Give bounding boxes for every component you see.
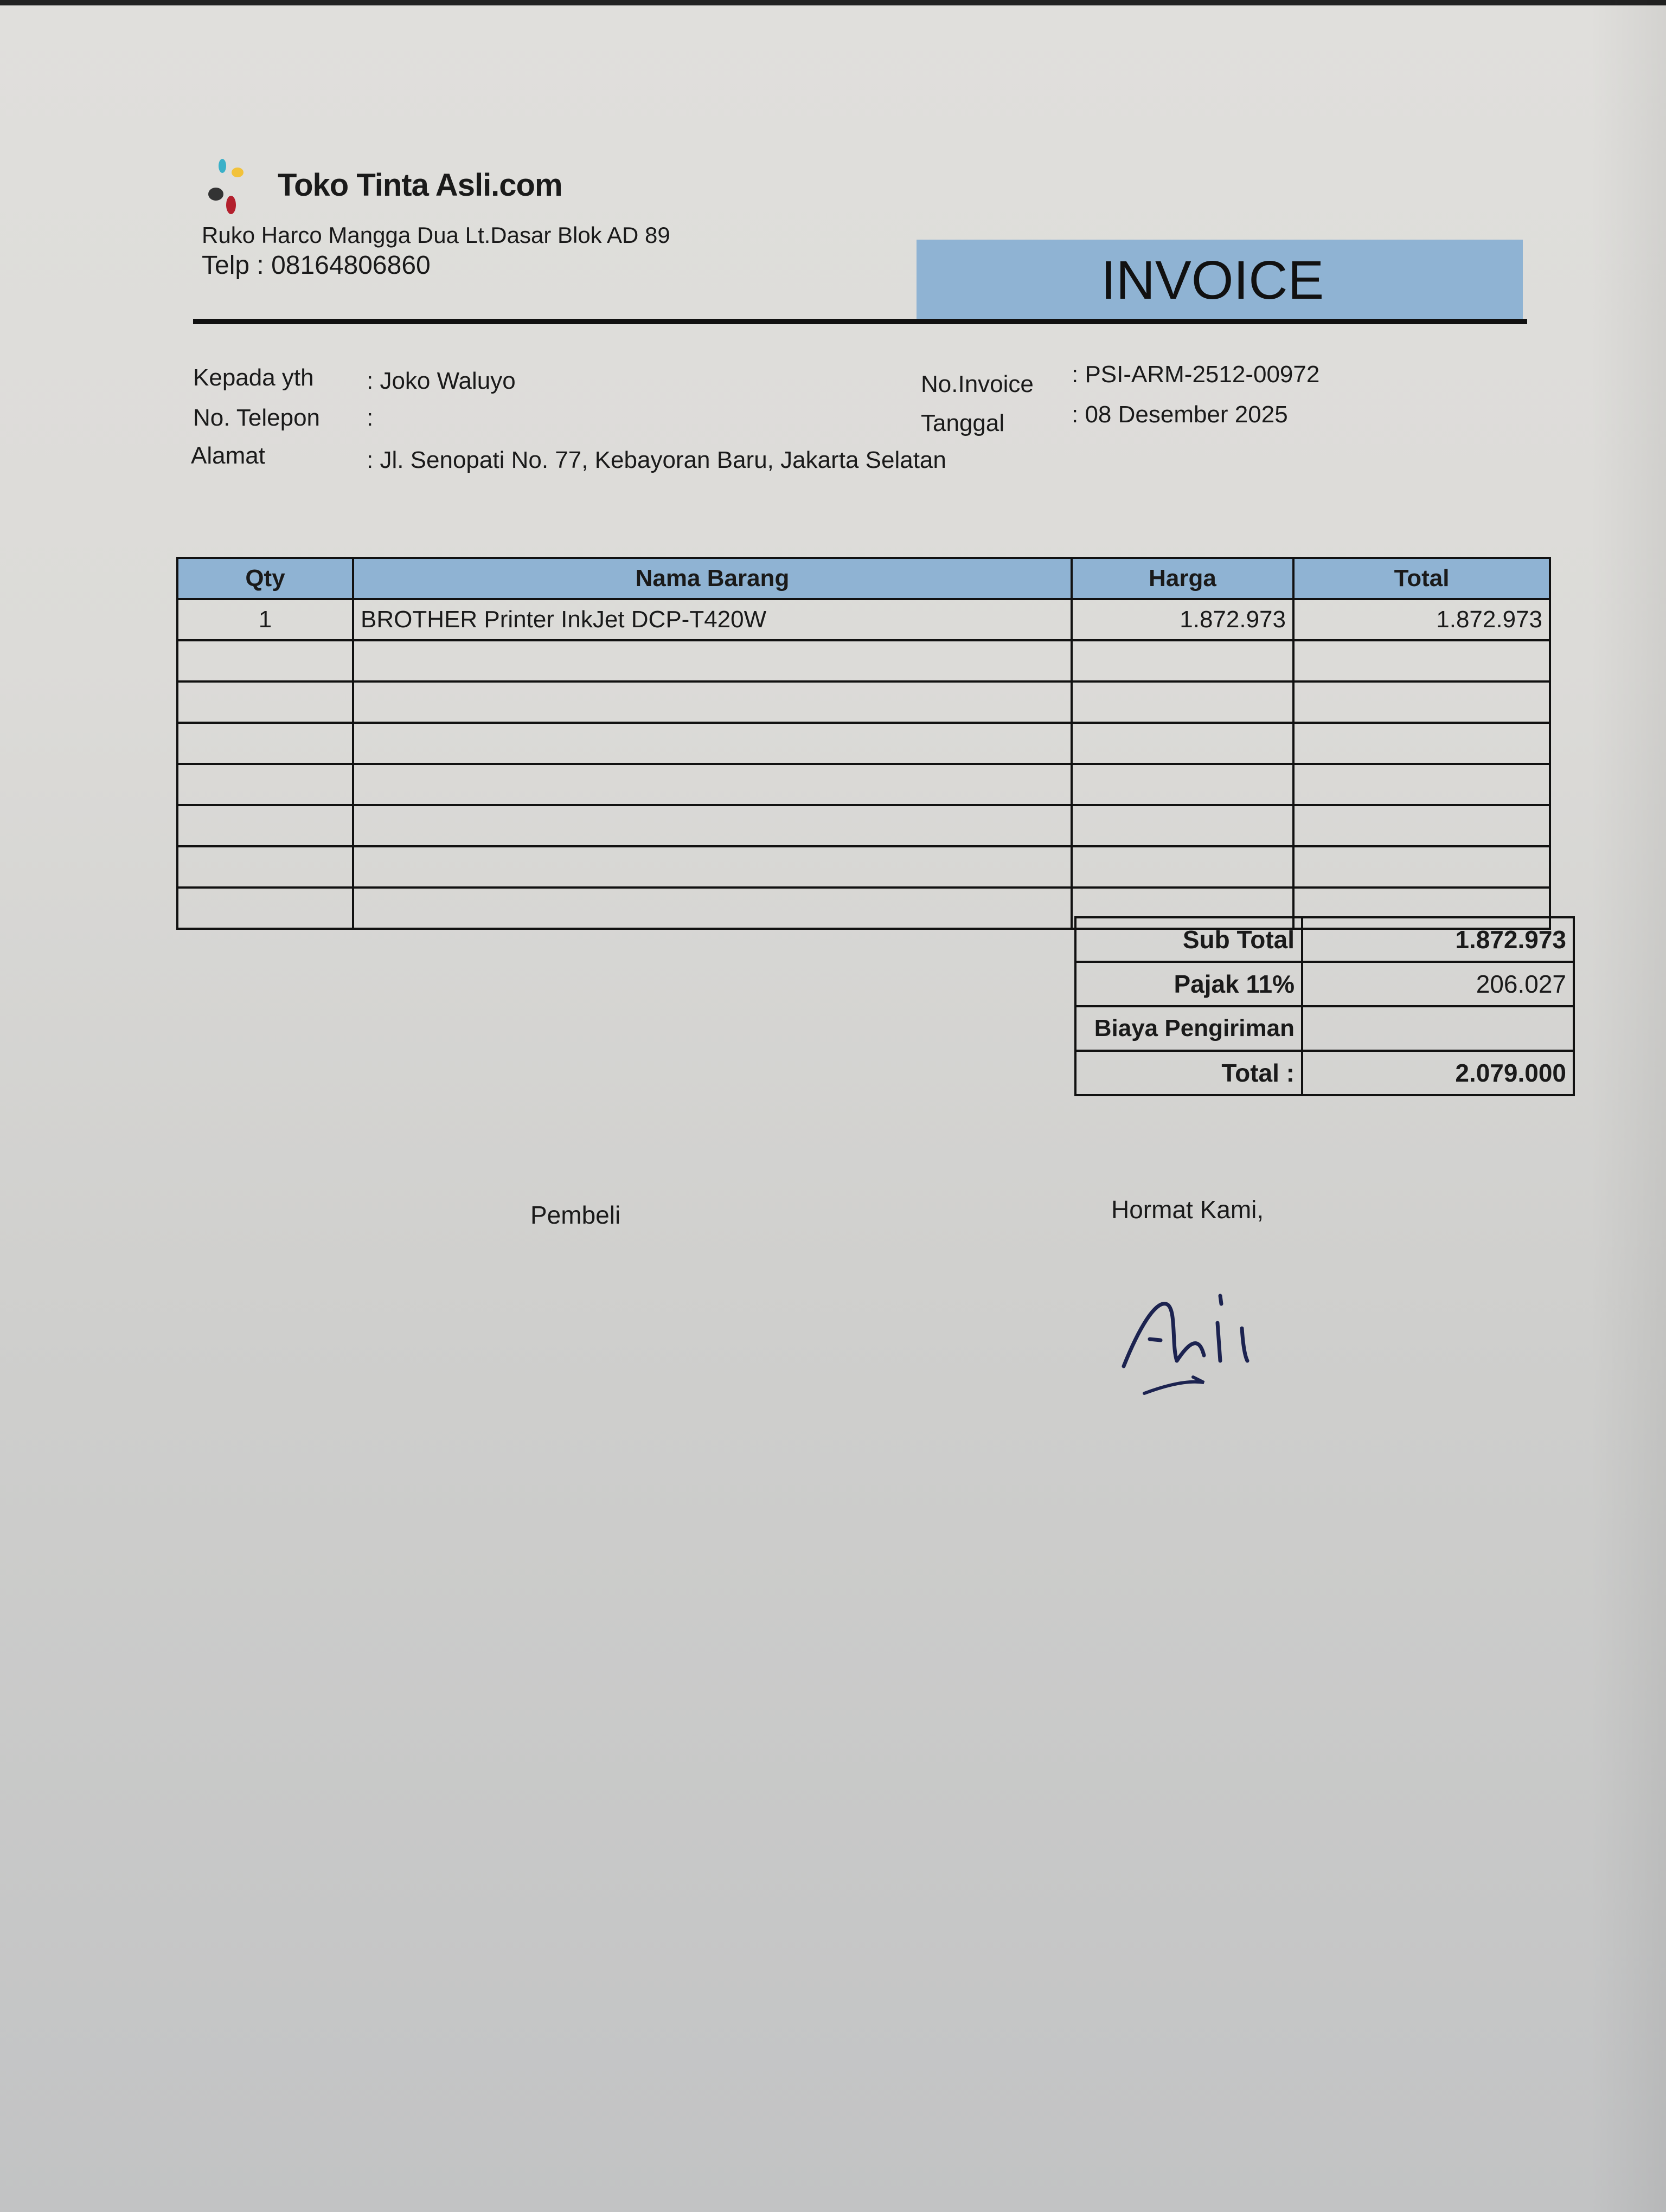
shipping-label: Biaya Pengiriman [1074,1005,1303,1052]
cell-price: 1.872.973 [1071,598,1295,641]
date-value: : 08 Desember 2025 [1072,401,1288,428]
table-row: 1 BROTHER Printer InkJet DCP-T420W 1.872… [176,598,1551,641]
handwritten-signature [1122,1294,1250,1395]
subtotal-label: Sub Total [1074,916,1303,963]
column-header-name: Nama Barang [352,557,1073,600]
ink-drops-logo-icon [208,159,244,214]
invoice-number-label: No.Invoice [921,371,1034,397]
to-label: Kepada yth [193,364,314,391]
column-header-price: Harga [1071,557,1295,600]
empty-row [176,680,1551,724]
grand-total-value: 2.079.000 [1301,1050,1575,1096]
table-header-row: Qty Nama Barang Harga Total [176,557,1551,600]
subtotal-row: Sub Total 1.872.973 [1074,916,1575,963]
header-divider [193,319,1527,324]
grand-total-label: Total : [1074,1050,1303,1096]
shipping-row: Biaya Pengiriman [1074,1005,1575,1052]
buyer-label: Pembeli [530,1201,621,1229]
invoice-title-box [917,240,1523,324]
company-name: Toko Tinta Asli.com [278,168,563,203]
photo-edge [0,0,1666,5]
subtotal-value: 1.872.973 [1301,916,1575,963]
empty-row [176,722,1551,765]
empty-row [176,845,1551,889]
phone-value: : [367,404,374,431]
company-phone: Telp : 08164806860 [202,251,431,280]
summary-table: Sub Total 1.872.973 Pajak 11% 206.027 Bi… [1074,916,1575,1096]
empty-row [176,804,1551,847]
invoice-number-value: : PSI-ARM-2512-00972 [1072,361,1320,388]
address-value: : Jl. Senopati No. 77, Kebayoran Baru, J… [367,447,946,473]
tax-label: Pajak 11% [1074,961,1303,1007]
column-header-total: Total [1292,557,1551,600]
tax-row: Pajak 11% 206.027 [1074,961,1575,1007]
seller-label: Hormat Kami, [1111,1195,1264,1224]
shipping-value [1301,1005,1575,1052]
items-table: Qty Nama Barang Harga Total 1 BROTHER Pr… [176,557,1551,930]
company-address: Ruko Harco Mangga Dua Lt.Dasar Blok AD 8… [202,222,670,248]
address-label: Alamat [191,442,265,469]
cell-qty: 1 [176,598,354,641]
paper-shadow [1590,0,1666,2212]
grand-total-row: Total : 2.079.000 [1074,1050,1575,1096]
empty-row [176,763,1551,806]
phone-label: No. Telepon [193,404,321,431]
tax-value: 206.027 [1301,961,1575,1007]
invoice-title: INVOICE [1101,250,1324,311]
empty-row [176,639,1551,683]
cell-total: 1.872.973 [1292,598,1551,641]
column-header-qty: Qty [176,557,354,600]
to-value: : Joko Waluyo [367,368,516,394]
date-label: Tanggal [921,410,1005,436]
cell-name: BROTHER Printer InkJet DCP-T420W [352,598,1073,641]
